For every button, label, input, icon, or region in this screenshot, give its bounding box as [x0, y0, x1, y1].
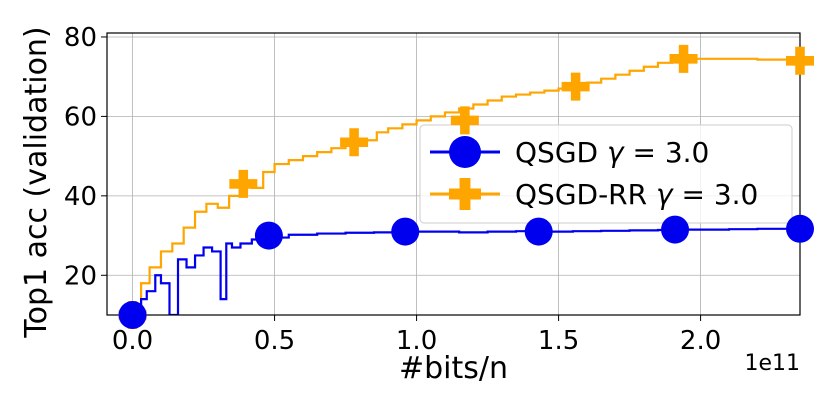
- x-tick-label: 1.0: [396, 326, 437, 356]
- x-tick-label: 0.0: [112, 326, 153, 356]
- y-axis-label: Top1 acc (validation): [19, 26, 54, 338]
- marker-qsgd: [786, 214, 814, 243]
- legend-entry-qsgd-rr: QSGD-RR γ = 3.0: [430, 178, 758, 211]
- marker-qsgd: [118, 301, 147, 329]
- legend-marker-qsgd-rr: [449, 178, 481, 210]
- y-tick-label: 80: [64, 23, 97, 53]
- x-axis-offset-label: 1e11: [744, 351, 800, 376]
- legend-marker-qsgd: [449, 136, 481, 168]
- y-tick-label: 40: [64, 182, 97, 212]
- marker-qsgd: [661, 215, 690, 244]
- marker-qsgd-rr: [561, 72, 590, 101]
- marker-qsgd: [254, 221, 283, 250]
- x-tick-label: 2.0: [680, 326, 721, 356]
- y-tick-label: 60: [64, 102, 97, 132]
- legend-label-qsgd-rr: QSGD-RR γ = 3.0: [515, 178, 758, 211]
- marker-qsgd: [391, 217, 420, 246]
- legend-entry-qsgd: QSGD γ = 3.0: [430, 136, 709, 169]
- legend: QSGD γ = 3.0 QSGD-RR γ = 3.0: [419, 124, 793, 224]
- x-tick-label: 0.5: [254, 326, 295, 356]
- plot-area: [132, 57, 800, 315]
- ticks: 0.0 0.5 1.0 1.5 2.0 20 40 60 80: [64, 23, 721, 356]
- y-tick-label: 20: [64, 261, 97, 291]
- legend-box: [419, 124, 793, 224]
- marker-qsgd-rr: [786, 46, 814, 75]
- plot-frame: [106, 32, 801, 316]
- marker-qsgd-rr: [669, 44, 698, 73]
- x-tick-label: 1.5: [538, 326, 579, 356]
- series-line-qsgd: [132, 227, 800, 315]
- series-line-qsgd-rr: [132, 57, 800, 315]
- marker-qsgd-rr: [450, 106, 479, 135]
- x-axis-label: #bits/n: [399, 351, 508, 386]
- marker-qsgd-rr: [229, 169, 258, 198]
- marker-qsgd: [524, 217, 553, 246]
- legend-label-qsgd: QSGD γ = 3.0: [515, 136, 709, 169]
- marker-qsgd-rr: [340, 128, 369, 157]
